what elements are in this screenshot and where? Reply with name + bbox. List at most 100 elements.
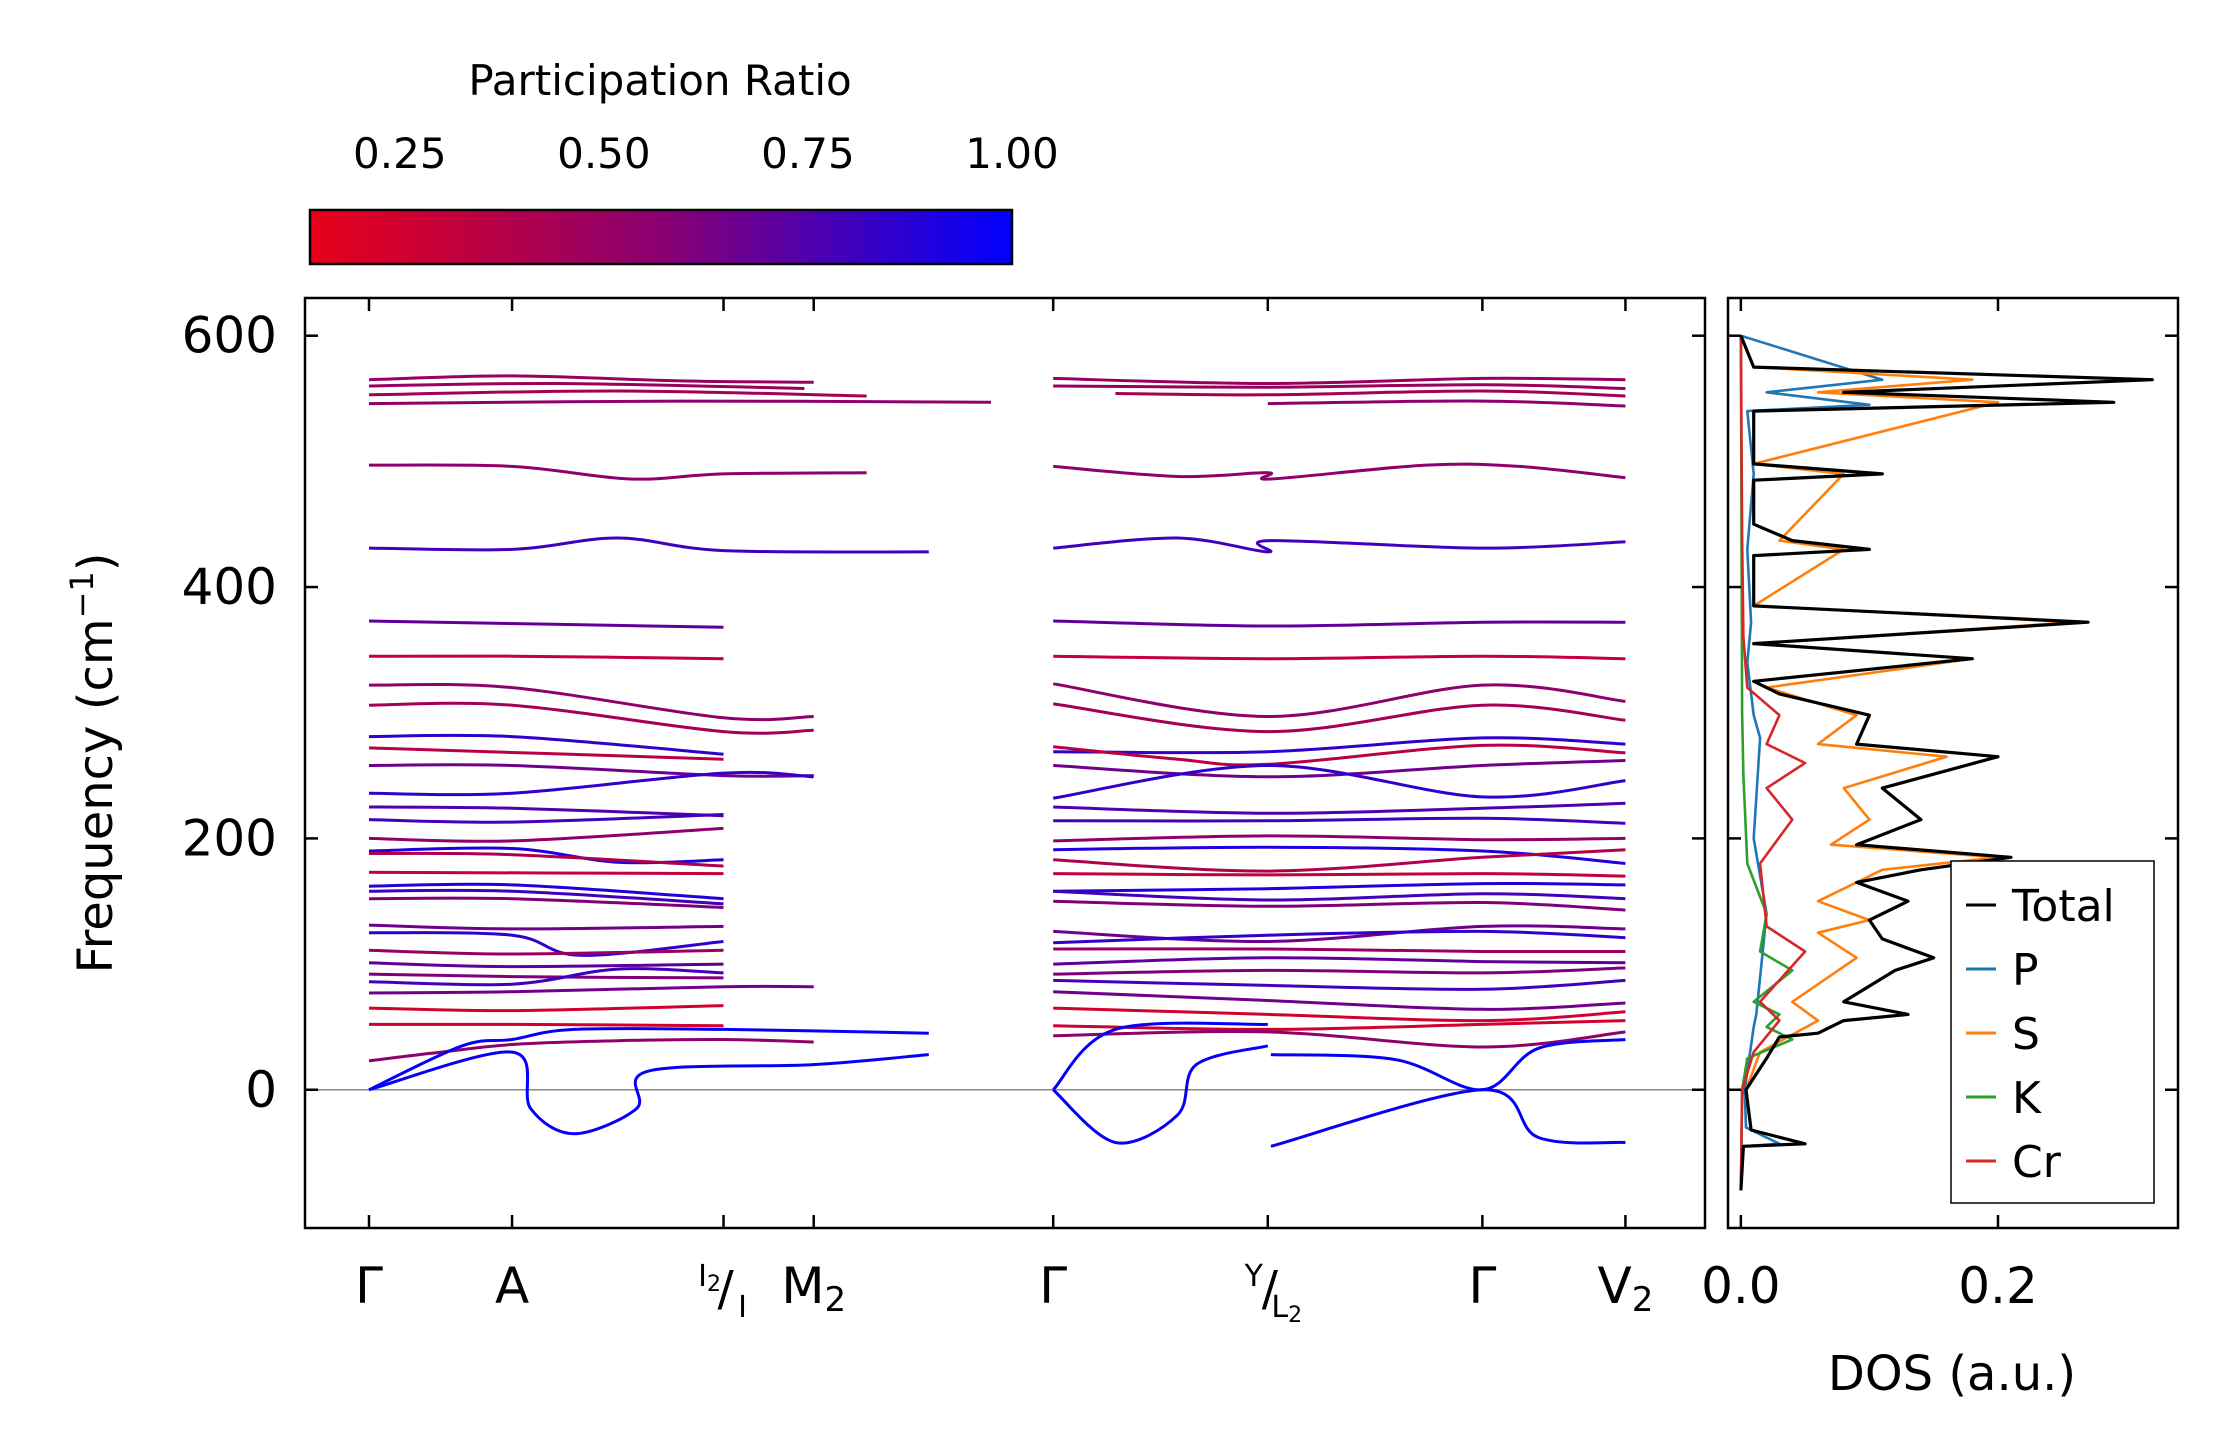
band-line-19-0 — [368, 870, 724, 876]
band-line-27-1 — [1053, 966, 1626, 976]
band-line-8-0 — [368, 682, 814, 722]
hsp-label-y-l2: Y/L2 — [1244, 1259, 1303, 1328]
band-line-35-0 — [1270, 1088, 1626, 1148]
band-ylabel: Frequency (cm−1) — [63, 552, 124, 973]
band-line-12-1 — [1053, 759, 1626, 779]
colorbar-title: Participation Ratio — [468, 56, 851, 105]
band-line-12-0 — [368, 763, 814, 778]
band-line-31-0 — [368, 1022, 724, 1028]
band-line-14-1 — [1053, 801, 1626, 815]
band-line-29-1 — [1053, 990, 1626, 1011]
band-line-1-1 — [1115, 389, 1626, 398]
band-line-11-0 — [368, 746, 724, 761]
legend: Total PSK Cr — [1950, 860, 2155, 1204]
band-line-23-1 — [1053, 924, 1626, 944]
band-line-19-1 — [1053, 872, 1626, 878]
band-line-34-1 — [1052, 1021, 1268, 1091]
band-line-8-1 — [1052, 682, 1626, 719]
band-line-25-1 — [1053, 947, 1626, 954]
y-tick-label-200: 200 — [182, 809, 277, 867]
dos-xlabel: DOS (a.u.) — [1828, 1346, 2076, 1402]
band-line-31-1 — [1053, 1019, 1626, 1031]
band-line-28-1 — [1053, 978, 1626, 991]
band-line-4-1 — [1053, 462, 1626, 481]
hsp-label-bottom-i2-i: I — [738, 1290, 747, 1325]
hsp-label-slash-y-l2: / — [1262, 1261, 1279, 1317]
y-tick-label-600: 600 — [182, 307, 277, 365]
band-line-16-1 — [1053, 834, 1626, 843]
band-line-24-1 — [1053, 929, 1626, 945]
band-line-27-0 — [368, 972, 724, 980]
band-line-9-0 — [368, 701, 814, 735]
band-line-3-0 — [368, 374, 814, 384]
band-line-7-1 — [1053, 654, 1626, 661]
band-line-34-0 — [368, 1027, 929, 1092]
hsp-label-gamma3: Γ — [1468, 1257, 1496, 1315]
dos-plot-frame — [1726, 296, 2180, 1230]
hsp-label-top-y-l2: Y — [1244, 1259, 1264, 1294]
band-line-18-0 — [368, 851, 724, 868]
hsp-label-i2-i: I2/I — [698, 1259, 747, 1325]
band-line-2-0 — [368, 381, 805, 390]
band-line-5-1 — [1053, 536, 1626, 554]
band-line-17-1 — [1053, 845, 1626, 865]
band-line-21-0 — [368, 888, 724, 906]
band-line-6-0 — [368, 619, 724, 629]
hsp-label-gamma2: Γ — [1039, 1257, 1067, 1315]
colorbar-tick-label-2: 0.75 — [761, 129, 855, 178]
band-line-32-1 — [1053, 1030, 1626, 1049]
band-line-15-1 — [1053, 816, 1626, 825]
band-line-18-1 — [1053, 848, 1626, 873]
band-plot-frame — [303, 296, 1707, 1230]
dos-line-total — [1739, 335, 2154, 1191]
band-line-6-1 — [1053, 619, 1626, 628]
colorbar-gradient — [308, 208, 1014, 266]
dos-axes: 0.0 0.2 — [1701, 298, 2178, 1315]
colorbar-tick-label-0: 0.25 — [353, 129, 447, 178]
band-lines — [305, 374, 1705, 1148]
hsp-label-top-i2-i: I2 — [698, 1259, 721, 1297]
dos-panel: 0.0 0.2 DOS (a.u.) Total PSK Cr — [1701, 296, 2180, 1402]
hsp-label-m2: M2 — [781, 1257, 846, 1320]
band-line-33-0 — [368, 1050, 929, 1136]
y-tick-label-0: 0 — [245, 1061, 277, 1119]
colorbar-tick-label-1: 0.50 — [557, 129, 651, 178]
band-line-10-1 — [1053, 736, 1626, 755]
band-line-10-0 — [368, 733, 724, 756]
band-line-11-1 — [1053, 743, 1626, 767]
band-line-15-0 — [368, 813, 724, 824]
hsp-label-a: A — [495, 1257, 529, 1315]
band-line-22-1 — [1053, 899, 1626, 912]
band-line-0-0 — [368, 399, 992, 406]
legend-label-s: S — [2012, 1009, 2040, 1060]
band-line-36-0 — [1270, 1038, 1626, 1092]
band-line-24-0 — [368, 931, 724, 957]
hsp-label-bottom-y-l2: L2 — [1271, 1290, 1302, 1328]
band-line-20-0 — [368, 882, 724, 901]
colorbar: Participation Ratio 0.25 0.50 0.75 1.00 — [308, 56, 1059, 266]
band-line-4-0 — [368, 463, 867, 481]
band-line-5-0 — [368, 536, 929, 554]
band-line-3-1 — [1053, 376, 1626, 386]
band-line-26-1 — [1053, 956, 1626, 966]
dos-x-tick-label-1: 0.2 — [1958, 1257, 2038, 1315]
legend-label-total: Total — [2011, 881, 2115, 932]
band-line-28-0 — [368, 967, 724, 987]
band-line-30-0 — [368, 1004, 724, 1013]
band-line-23-0 — [368, 923, 724, 931]
legend-label-k: K — [2012, 1073, 2042, 1124]
colorbar-ticks: 0.25 0.50 0.75 1.00 — [353, 129, 1059, 264]
colorbar-tick-label-3: 1.00 — [965, 129, 1059, 178]
band-line-32-0 — [368, 1037, 814, 1063]
band-line-30-1 — [1053, 1006, 1626, 1023]
hsp-label-slash-i2-i: / — [717, 1261, 734, 1317]
band-line-9-1 — [1053, 702, 1626, 734]
band-line-14-0 — [368, 805, 724, 818]
band-line-26-0 — [368, 961, 724, 969]
dos-line-p — [1739, 334, 1884, 1191]
band-line-2-1 — [1053, 383, 1626, 390]
band-line-13-1 — [1052, 763, 1626, 800]
